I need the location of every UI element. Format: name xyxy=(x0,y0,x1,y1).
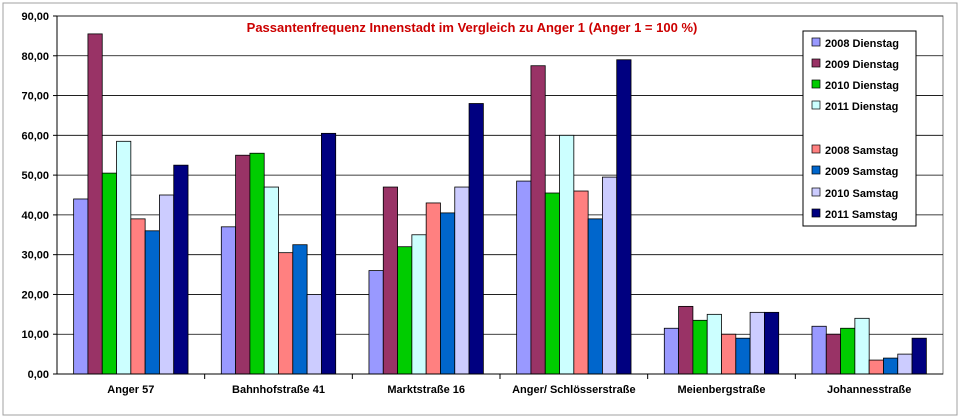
y-tick-label: 90,00 xyxy=(21,11,49,23)
gridlines xyxy=(57,15,943,335)
legend-label: 2010 Dienstag xyxy=(825,80,899,92)
legend-swatch xyxy=(811,100,821,110)
bar xyxy=(559,134,575,375)
bar xyxy=(425,202,441,375)
legend-label: 2011 Dienstag xyxy=(825,101,898,113)
bar xyxy=(764,311,780,375)
y-tick-label: 80,00 xyxy=(21,51,49,63)
bar xyxy=(320,132,337,375)
bar xyxy=(173,164,189,375)
legend-swatch xyxy=(811,58,821,68)
bar xyxy=(454,186,470,375)
bar xyxy=(825,333,841,375)
legend-swatch xyxy=(811,37,821,47)
bar xyxy=(159,194,175,375)
legend-label: 2009 Dienstag xyxy=(825,59,899,71)
y-tick-label: 30,00 xyxy=(21,250,49,262)
bar xyxy=(883,357,899,375)
bar xyxy=(292,244,308,375)
axes xyxy=(56,16,943,379)
y-tick-label: 0,00 xyxy=(28,369,49,381)
bar xyxy=(382,186,398,375)
legend-label: 2008 Samstag xyxy=(825,145,898,157)
legend-swatch xyxy=(811,79,821,89)
x-category-label: Meienbergstraße xyxy=(677,384,765,396)
y-tick-label: 10,00 xyxy=(21,329,49,341)
y-tick-label: 60,00 xyxy=(21,130,49,142)
bar xyxy=(544,192,560,375)
bar xyxy=(263,186,279,375)
y-tick-label: 70,00 xyxy=(21,91,49,103)
bar xyxy=(840,327,856,375)
bar xyxy=(278,252,294,375)
bar xyxy=(897,353,913,375)
bar xyxy=(854,317,870,375)
bars xyxy=(73,33,927,375)
bar xyxy=(706,313,722,375)
bar xyxy=(602,176,618,375)
bar xyxy=(411,234,427,375)
bar xyxy=(692,319,708,375)
y-tick-label: 20,00 xyxy=(21,289,49,301)
x-category-label: Johannesstraße xyxy=(827,384,911,396)
bar xyxy=(663,327,679,375)
legend-label: 2010 Samstag xyxy=(825,188,898,200)
bar xyxy=(516,180,532,375)
legend-swatch xyxy=(811,144,821,154)
bar xyxy=(249,152,265,375)
bar xyxy=(87,33,103,375)
legend-swatch xyxy=(811,165,821,175)
bar xyxy=(116,140,132,375)
bar xyxy=(368,270,384,375)
legend-box xyxy=(802,30,917,227)
plot-frame xyxy=(56,15,944,375)
bar xyxy=(616,59,632,375)
legend-swatch xyxy=(811,208,821,218)
bar xyxy=(440,212,456,375)
bar xyxy=(101,172,117,375)
y-tick-label: 50,00 xyxy=(21,170,49,182)
plot-area xyxy=(56,15,944,375)
bar xyxy=(735,337,751,375)
legend-label: 2009 Samstag xyxy=(825,166,898,178)
bar xyxy=(911,337,927,375)
legend-swatch xyxy=(811,187,821,197)
bar xyxy=(811,325,827,375)
x-category-label: Anger 57 xyxy=(107,384,154,396)
bar xyxy=(144,230,160,375)
bar xyxy=(468,103,484,375)
chart-title: Passantenfrequenz Innenstadt im Vergleic… xyxy=(247,20,698,35)
x-axis-category-labels: Anger 57 Bahnhofstraße 41 Marktstraße 16 An… xyxy=(107,384,911,396)
bar xyxy=(220,226,237,375)
legend: 2008 Dienstag 2009 Dienstag 2010 Dienstag 2… xyxy=(802,30,917,227)
bar xyxy=(573,190,589,375)
bar xyxy=(235,154,251,375)
bar xyxy=(721,333,737,375)
bar xyxy=(678,305,694,375)
y-tick-label: 40,00 xyxy=(21,210,49,222)
bar xyxy=(749,311,765,375)
x-category-label: Marktstraße 16 xyxy=(387,384,465,396)
bar xyxy=(868,359,884,375)
legend-label: 2008 Dienstag xyxy=(825,38,899,50)
x-category-label: Bahnhofstraße 41 xyxy=(232,384,325,396)
bar xyxy=(397,246,413,375)
bar xyxy=(306,294,322,375)
legend-label: 2011 Samstag xyxy=(825,209,898,221)
bar xyxy=(530,65,546,375)
y-axis-tick-labels: 0,00 10,00 20,00 30,00 40,00 50,00 60,00 70,00 8… xyxy=(21,11,57,381)
bar xyxy=(587,218,603,375)
x-category-label: Anger/ Schlösserstraße xyxy=(512,384,636,396)
bar xyxy=(130,218,146,375)
bar xyxy=(73,198,89,375)
